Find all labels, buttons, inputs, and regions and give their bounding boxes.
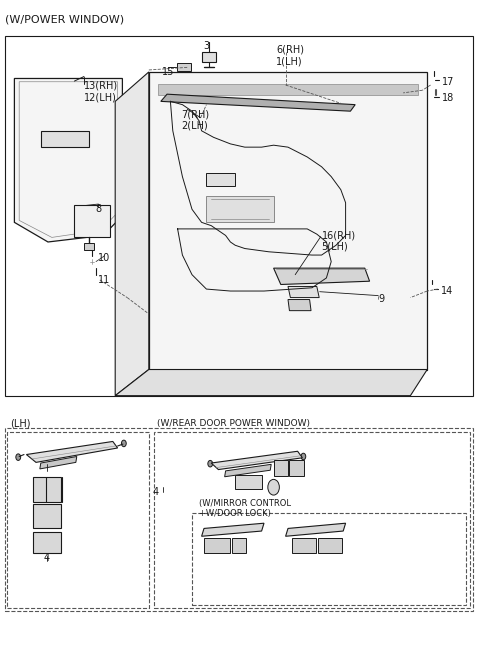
Bar [204,538,230,553]
Circle shape [87,224,91,230]
Polygon shape [202,523,264,536]
Text: 11: 11 [98,275,111,284]
Polygon shape [161,94,355,111]
Bar [84,243,94,250]
Bar [192,513,466,605]
Text: (W/REAR DOOR POWER WINDOW): (W/REAR DOOR POWER WINDOW) [157,419,311,428]
Text: 16(RH)
5(LH): 16(RH) 5(LH) [322,230,356,252]
Ellipse shape [215,146,241,167]
Bar [177,63,191,71]
Polygon shape [115,72,149,396]
Polygon shape [14,78,122,242]
Bar [232,538,246,553]
Text: 4: 4 [153,487,159,496]
Text: 7(RH)
2(LH): 7(RH) 2(LH) [181,109,210,131]
Polygon shape [206,196,274,222]
Polygon shape [115,370,427,396]
Polygon shape [149,72,427,370]
Circle shape [268,479,279,495]
Ellipse shape [177,254,207,283]
Bar [235,475,262,489]
Bar [33,532,61,553]
Bar [33,504,61,528]
Bar [318,538,342,553]
Text: (LH): (LH) [11,419,31,428]
Circle shape [290,273,295,279]
Text: (W/MIRROR CONTROL
+W/DOOR LOCK): (W/MIRROR CONTROL +W/DOOR LOCK) [199,499,291,519]
Bar [5,428,473,611]
Circle shape [93,275,99,284]
Bar [33,477,61,502]
Text: 15: 15 [162,67,174,77]
Text: 8: 8 [95,204,101,214]
Circle shape [301,453,306,460]
Polygon shape [286,523,346,536]
Polygon shape [206,173,235,186]
Text: 9: 9 [378,294,384,303]
Circle shape [429,284,436,294]
Polygon shape [211,451,302,470]
Text: 6(RH)
1(LH): 6(RH) 1(LH) [276,44,304,66]
Text: 18: 18 [442,93,454,103]
Bar [154,432,470,608]
Polygon shape [225,464,271,477]
Bar [41,131,89,147]
Circle shape [80,224,84,230]
Bar [74,205,110,237]
Circle shape [121,440,126,447]
Polygon shape [26,441,118,462]
Circle shape [94,224,98,230]
Bar [5,36,473,396]
Circle shape [89,257,96,266]
Bar [202,52,216,62]
Polygon shape [288,300,311,311]
Bar [7,432,149,608]
Text: 10: 10 [98,253,111,263]
Bar [292,538,316,553]
Polygon shape [288,286,319,298]
Text: (W/POWER WINDOW): (W/POWER WINDOW) [5,14,124,24]
Polygon shape [40,456,77,469]
Text: 17: 17 [442,77,454,87]
Text: 3: 3 [204,41,209,50]
Circle shape [431,76,437,85]
Circle shape [208,460,213,467]
Polygon shape [158,84,418,95]
Bar [289,460,304,476]
Bar [274,460,288,476]
Text: 4: 4 [44,553,50,562]
Circle shape [16,454,21,460]
Text: 13(RH)
12(LH): 13(RH) 12(LH) [84,80,118,102]
Text: 14: 14 [441,286,453,296]
Polygon shape [274,268,370,284]
